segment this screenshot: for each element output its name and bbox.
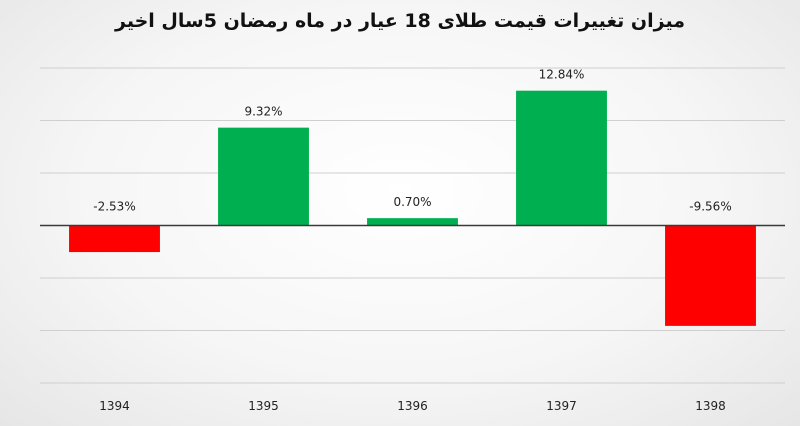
x-tick-label: 1394 [99, 399, 130, 413]
data-label: -2.53% [93, 200, 135, 214]
chart-title: میزان تغییرات قیمت طلای 18 عیار در ماه ر… [115, 10, 685, 32]
bar [516, 90, 607, 226]
data-label: 9.32% [244, 105, 282, 119]
x-tick-label: 1398 [695, 399, 726, 413]
x-tick-label: 1395 [248, 399, 279, 413]
bar [367, 218, 458, 226]
x-tick-label: 1396 [397, 399, 428, 413]
bar [69, 225, 160, 253]
x-tick-label: 1397 [546, 399, 577, 413]
data-label: -9.56% [689, 200, 731, 214]
bar [218, 127, 309, 226]
data-label: 12.84% [539, 68, 585, 82]
data-label: 0.70% [393, 195, 431, 209]
bar [665, 225, 756, 326]
